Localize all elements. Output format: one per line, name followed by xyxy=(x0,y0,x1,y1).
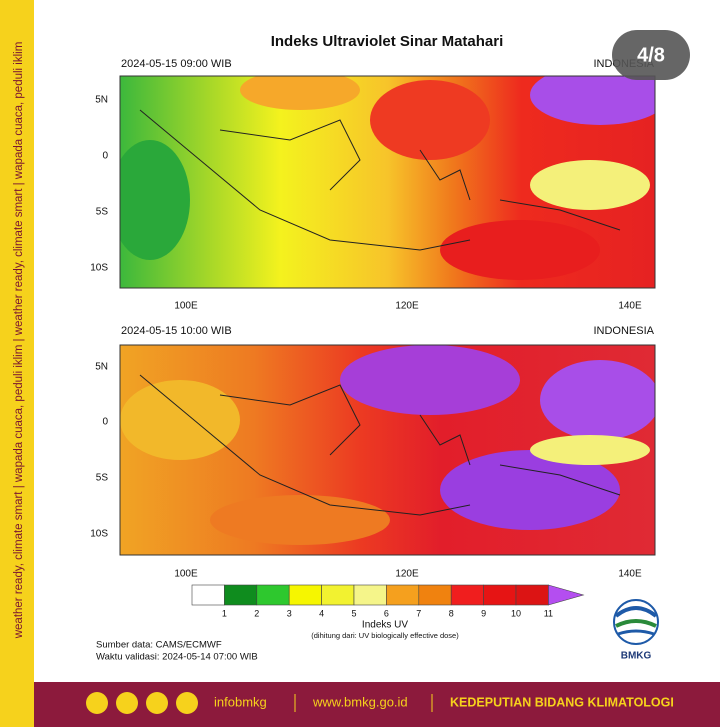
colorbar-box xyxy=(353,584,387,606)
colorbar-arrow xyxy=(548,584,585,606)
title: Indeks Ultraviolet Sinar Matahari xyxy=(271,33,504,50)
colorbar-label: 8 xyxy=(449,608,454,618)
panel-time: 2024-05-15 09:00 WIB xyxy=(121,58,232,70)
bmkg-logo: BMKG xyxy=(613,599,659,662)
side-strip xyxy=(0,0,34,727)
validation: Waktu validasi: 2024-05-14 07:00 WIB xyxy=(96,652,258,663)
panel-region: INDONESIA xyxy=(593,325,654,337)
legend-note: (dihitung dari: UV biologically effectiv… xyxy=(311,631,459,640)
logo-text: BMKG xyxy=(621,651,652,662)
panel-time: 2024-05-15 10:00 WIB xyxy=(121,325,232,337)
colorbar-box xyxy=(256,584,290,606)
lat-label: 10S xyxy=(90,529,108,540)
lat-labels: 5N 0 5S 10S xyxy=(90,362,108,540)
colorbar-label: 10 xyxy=(511,608,521,618)
lon-label: 140E xyxy=(618,569,642,580)
colorbar-label: 9 xyxy=(481,608,486,618)
lon-label: 120E xyxy=(395,301,419,312)
lat-label: 0 xyxy=(102,417,108,428)
uv-map-0900 xyxy=(120,76,655,288)
footer-website[interactable]: www.bmkg.go.id xyxy=(312,694,408,709)
colorbar-box xyxy=(450,584,484,606)
lat-label: 5S xyxy=(96,207,109,218)
colorbar-label: 7 xyxy=(416,608,421,618)
instagram-icon[interactable] xyxy=(176,692,198,714)
page-counter: 4/8 xyxy=(637,44,665,66)
colorbar-box xyxy=(224,584,258,606)
lon-label: 100E xyxy=(174,301,198,312)
colorbar-box xyxy=(483,584,517,606)
lon-labels: 100E 120E 140E xyxy=(174,569,642,580)
youtube-icon[interactable] xyxy=(146,692,168,714)
lat-label: 0 xyxy=(102,151,108,162)
lon-label: 100E xyxy=(174,569,198,580)
legend-title: Indeks UV xyxy=(362,620,408,631)
facebook-icon[interactable] xyxy=(116,692,138,714)
lat-label: 5N xyxy=(95,362,108,373)
footer-department: KEDEPUTIAN BIDANG KLIMATOLOGI xyxy=(450,695,674,709)
side-banner: weather ready, climate smart | wapada cu… xyxy=(13,42,25,640)
colorbar-label: 6 xyxy=(384,608,389,618)
lat-labels: 5N 0 5S 10S xyxy=(90,95,108,274)
colorbar-box xyxy=(386,584,420,606)
social-icons xyxy=(86,692,198,714)
lat-label: 5S xyxy=(96,473,109,484)
colorbar-label: 3 xyxy=(287,608,292,618)
colorbar-box xyxy=(515,584,549,606)
colorbar-box xyxy=(191,584,225,606)
map-frame xyxy=(119,75,656,289)
colorbar-label: 5 xyxy=(351,608,356,618)
page-counter-bg xyxy=(612,30,690,80)
colorbar-box xyxy=(288,584,322,606)
colorbar-box xyxy=(418,584,452,606)
map-frame xyxy=(119,344,656,556)
lon-label: 140E xyxy=(618,301,642,312)
colorbar-box xyxy=(321,584,355,606)
source: Sumber data: CAMS/ECMWF xyxy=(96,640,222,651)
lon-labels: 100E 120E 140E xyxy=(174,301,642,312)
colorbar-label: 1 xyxy=(222,608,227,618)
uv-map-1000 xyxy=(120,345,655,555)
colorbar-label: 2 xyxy=(254,608,259,618)
lon-label: 120E xyxy=(395,569,419,580)
lat-label: 5N xyxy=(95,95,108,106)
lat-label: 10S xyxy=(90,263,108,274)
footer-handle[interactable]: infobmkg xyxy=(214,694,267,709)
twitter-icon[interactable] xyxy=(86,692,108,714)
colorbar-label: 4 xyxy=(319,608,324,618)
colorbar: 1 2 3 4 5 6 7 8 9 10 11 xyxy=(191,584,585,618)
colorbar-label: 11 xyxy=(544,608,553,618)
